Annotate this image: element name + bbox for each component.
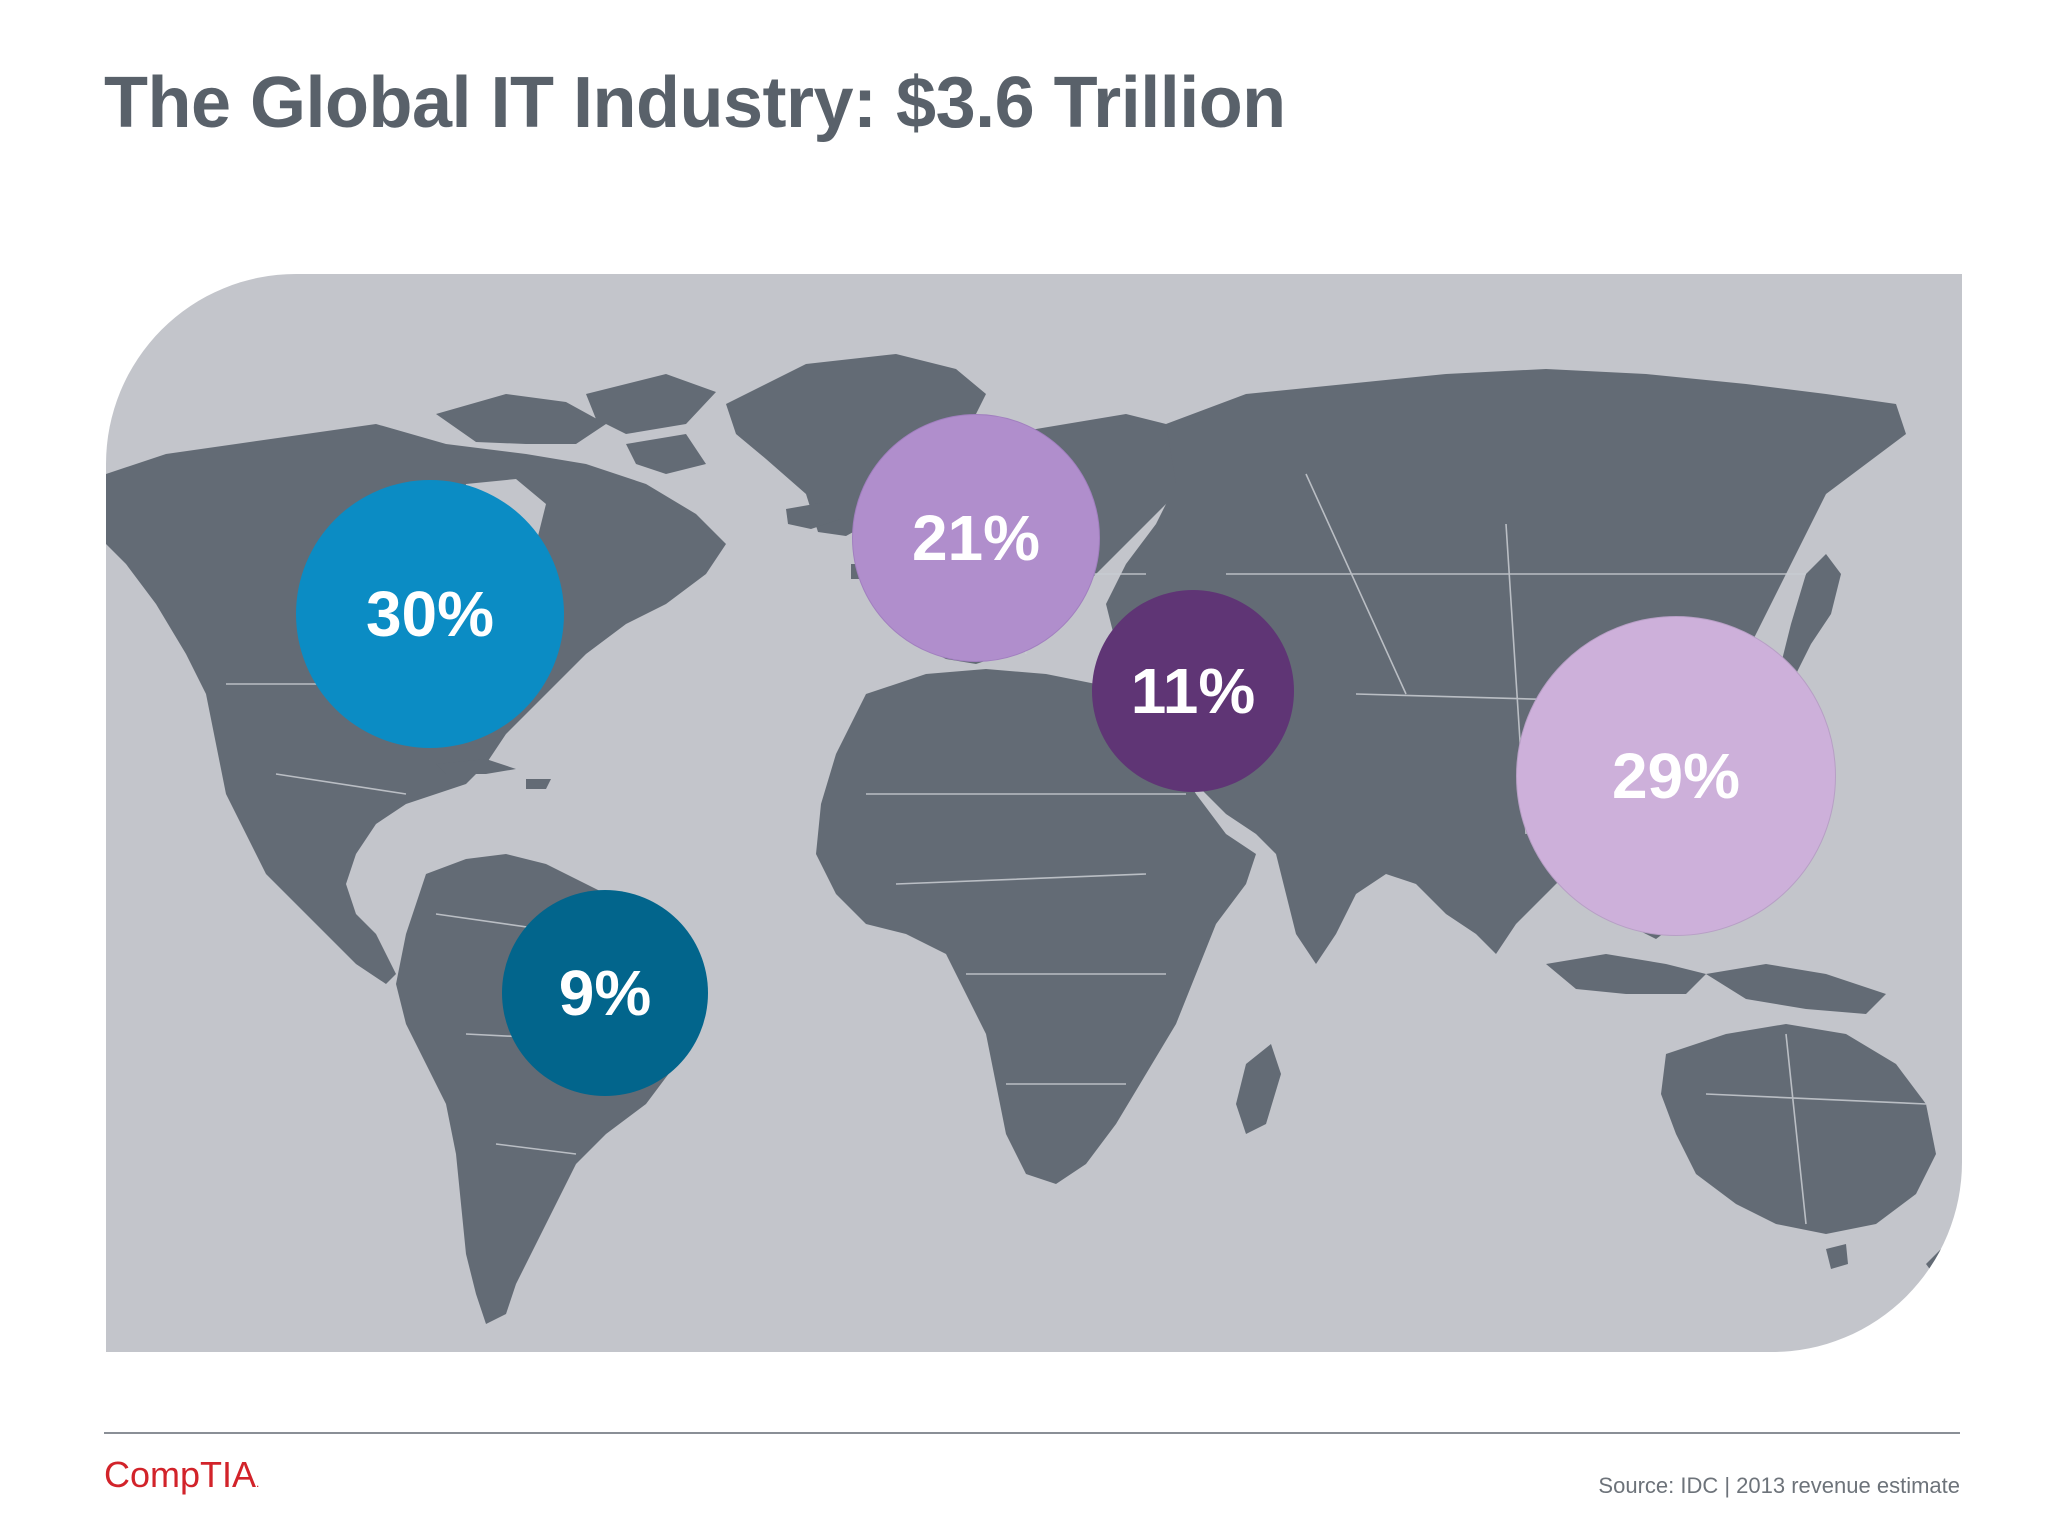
region-bubble-north-america: 30%: [296, 480, 564, 748]
logo-text: CompTIA: [104, 1454, 257, 1495]
slide-title: The Global IT Industry: $3.6 Trillion: [104, 63, 1286, 143]
region-bubble-middle-east: 11%: [1092, 590, 1294, 792]
greenland-landmass: [726, 354, 986, 536]
source-citation: Source: IDC | 2013 revenue estimate: [1598, 1473, 1960, 1498]
region-value-asia-pacific: 29%: [1611, 740, 1741, 812]
region-value-middle-east: 11%: [1130, 655, 1256, 727]
australia-landmass: [1661, 1024, 1936, 1234]
comptia-logo: CompTIA.: [104, 1454, 259, 1496]
world-map: 30% 21% 11% 29% 9%: [106, 274, 1962, 1352]
arctic-islands-landmass: [436, 374, 716, 474]
footer-divider: [104, 1432, 1960, 1434]
africa-landmass: [816, 669, 1256, 1184]
region-value-europe: 21%: [911, 502, 1041, 574]
asia-landmass: [1106, 369, 1906, 964]
region-value-north-america: 30%: [365, 578, 495, 650]
logo-mark: .: [256, 1476, 260, 1490]
japan-landmass: [1781, 554, 1841, 674]
region-value-latin-america: 9%: [558, 957, 652, 1029]
region-bubble-europe: 21%: [852, 414, 1100, 662]
indonesia-landmass: [1546, 894, 1886, 1014]
region-bubble-latin-america: 9%: [502, 890, 708, 1096]
region-bubble-asia-pacific: 29%: [1516, 616, 1836, 936]
